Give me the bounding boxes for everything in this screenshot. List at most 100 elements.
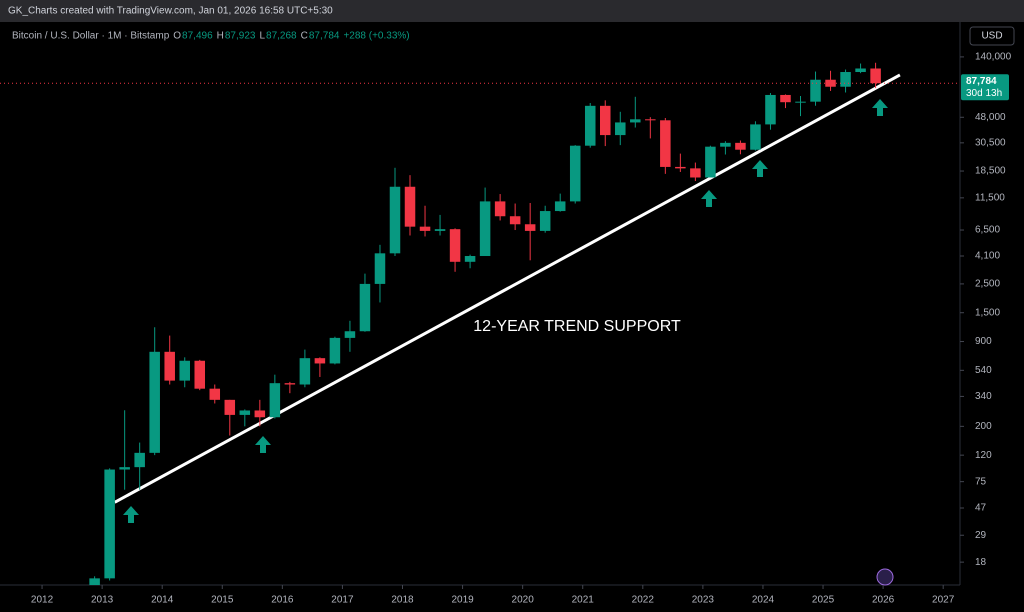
candle-body bbox=[630, 119, 641, 123]
candle-body bbox=[449, 229, 461, 262]
y-tick-label: 18,500 bbox=[975, 166, 1006, 177]
trend-line bbox=[114, 73, 901, 504]
candle-body bbox=[224, 399, 236, 415]
currency-button[interactable] bbox=[969, 26, 1015, 46]
ohlc-name: C bbox=[301, 31, 308, 42]
ohlc-value: 87,784 bbox=[309, 31, 340, 42]
candle-body bbox=[434, 229, 446, 231]
candle-body bbox=[104, 469, 115, 579]
y-tick-label: 48,000 bbox=[975, 112, 1006, 123]
x-tick-label: 2012 bbox=[31, 595, 54, 606]
candle-body bbox=[89, 578, 100, 585]
candle-body bbox=[780, 94, 791, 103]
candle-body bbox=[554, 201, 566, 212]
candle-body bbox=[164, 351, 175, 381]
y-tick-label: 340 bbox=[975, 391, 992, 402]
candle-body bbox=[209, 388, 221, 400]
x-tick-label: 2021 bbox=[572, 595, 595, 606]
x-tick-label: 2023 bbox=[692, 595, 715, 606]
plot bbox=[0, 62, 960, 585]
candle-body bbox=[600, 105, 611, 136]
ohlc-name: L bbox=[259, 31, 265, 42]
candle-body bbox=[314, 358, 326, 364]
candle-body bbox=[149, 351, 160, 453]
y-tick-label: 120 bbox=[975, 450, 992, 461]
candle-body bbox=[705, 146, 716, 178]
candle-body bbox=[675, 166, 686, 169]
candle-body bbox=[374, 253, 386, 284]
candle-body bbox=[269, 383, 281, 418]
candle-body bbox=[119, 467, 130, 470]
y-tick-label: 75 bbox=[975, 476, 987, 487]
candle-body bbox=[584, 105, 596, 146]
x-tick-label: 2018 bbox=[391, 595, 414, 606]
y-tick-label: 200 bbox=[975, 421, 992, 432]
ohlc-name: H bbox=[217, 31, 224, 42]
candle-body bbox=[419, 226, 431, 231]
candle-body bbox=[179, 360, 190, 381]
candle-body bbox=[389, 186, 401, 254]
ohlc-value: 87,923 bbox=[225, 31, 256, 42]
candle-body bbox=[840, 72, 851, 87]
y-tick-label: 47 bbox=[975, 503, 987, 514]
candle-body bbox=[645, 119, 656, 121]
candle-body bbox=[329, 337, 341, 364]
change: +288 (+0.33%) bbox=[343, 31, 409, 42]
candle-body bbox=[615, 122, 626, 136]
annotation: 12-YEAR TREND SUPPORT bbox=[473, 318, 681, 335]
x-tick-label: 2026 bbox=[872, 595, 895, 606]
x-tick-label: 2022 bbox=[632, 595, 655, 606]
candle-body bbox=[660, 120, 671, 167]
x-tick-label: 2025 bbox=[812, 595, 835, 606]
y-tick-label: 900 bbox=[975, 336, 992, 347]
y-tick-label: 540 bbox=[975, 365, 992, 376]
currency[interactable]: USD bbox=[981, 31, 1002, 42]
x-tick-label: 2014 bbox=[151, 595, 174, 606]
x-tick-label: 2019 bbox=[451, 595, 474, 606]
x-tick-label: 2016 bbox=[271, 595, 294, 606]
x-tick-label: 2027 bbox=[932, 595, 955, 606]
candle-body bbox=[239, 410, 251, 415]
candle-body bbox=[134, 452, 145, 468]
candle-body bbox=[870, 68, 881, 84]
candle-body bbox=[284, 383, 296, 385]
candle-body bbox=[524, 224, 536, 231]
header: GK_Charts created with TradingView.com, … bbox=[8, 6, 333, 17]
arrow-icon bbox=[872, 99, 888, 116]
x-tick-label: 2015 bbox=[211, 595, 234, 606]
candle-body bbox=[479, 201, 491, 257]
ohlc-name: O bbox=[173, 31, 181, 42]
x-tick-label: 2013 bbox=[91, 595, 114, 606]
candle-body bbox=[254, 410, 266, 418]
candle-body bbox=[825, 79, 836, 87]
x-tick-label: 2020 bbox=[512, 595, 535, 606]
plot-bg bbox=[0, 22, 1024, 612]
symbol: Bitcoin / U.S. Dollar · 1M · Bitstamp bbox=[12, 31, 170, 42]
candle-body bbox=[720, 142, 731, 147]
y-tick-label: 18 bbox=[975, 557, 987, 568]
y-tick-label: 140,000 bbox=[975, 52, 1012, 63]
candle-body bbox=[765, 94, 776, 125]
arrows bbox=[123, 99, 888, 523]
arrow-icon bbox=[701, 190, 717, 207]
y-tick-label: 11,500 bbox=[975, 192, 1005, 203]
candle-body bbox=[690, 168, 701, 178]
x-tick-label: 2024 bbox=[752, 595, 775, 606]
candle-body bbox=[194, 360, 206, 389]
candle-body bbox=[539, 211, 551, 231]
candle-body bbox=[810, 79, 821, 102]
last-price: 87,784 bbox=[966, 76, 997, 87]
candle-body bbox=[855, 68, 866, 73]
candle-body bbox=[359, 283, 371, 332]
ohlc-value: 87,496 bbox=[182, 31, 213, 42]
logo-icon bbox=[876, 568, 894, 586]
y-tick-label: 2,500 bbox=[975, 279, 1000, 290]
candle-body bbox=[569, 145, 581, 202]
candle-body bbox=[299, 358, 311, 385]
ohlc-value: 87,268 bbox=[266, 31, 297, 42]
candle-body bbox=[344, 331, 356, 338]
countdown: 30d 13h bbox=[966, 88, 1002, 99]
